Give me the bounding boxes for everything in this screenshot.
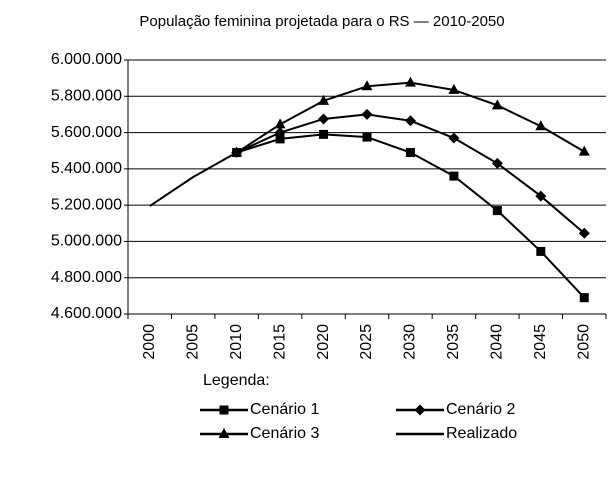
x-tick-label: 2005: [184, 324, 201, 360]
marker: [414, 404, 426, 416]
x-tick-label: 2030: [402, 324, 419, 360]
marker: [275, 134, 285, 144]
x-tick-label: 2040: [489, 324, 506, 360]
x-tick-label: 2045: [532, 324, 549, 360]
marker: [319, 129, 329, 139]
marker: [361, 108, 373, 120]
y-tick-label: 5.000.000: [51, 233, 122, 250]
marker: [578, 227, 590, 239]
x-tick-label: 2035: [445, 324, 462, 360]
marker: [405, 148, 415, 158]
marker: [274, 127, 286, 139]
marker: [491, 99, 503, 110]
legend-label: Realizado: [446, 425, 517, 442]
marker: [579, 293, 589, 303]
marker: [491, 157, 503, 169]
marker: [404, 76, 416, 87]
x-tick-label: 2050: [575, 324, 592, 360]
series-line: [149, 151, 238, 207]
marker: [578, 145, 590, 156]
marker: [404, 115, 416, 127]
x-tick-label: 2000: [141, 324, 158, 360]
chart-title: População feminina projetada para o RS —…: [139, 13, 504, 30]
marker: [362, 132, 372, 142]
marker: [536, 246, 546, 256]
marker: [318, 94, 330, 105]
marker: [448, 83, 460, 94]
marker: [218, 428, 230, 438]
x-tick-label: 2015: [271, 324, 288, 360]
x-tick-label: 2025: [358, 324, 375, 360]
marker: [535, 120, 547, 131]
y-tick-label: 5.800.000: [51, 88, 122, 105]
y-tick-label: 4.600.000: [51, 305, 122, 322]
y-tick-label: 4.800.000: [51, 269, 122, 286]
legend-label: Cenário 1: [250, 401, 319, 418]
x-tick-label: 2020: [315, 324, 332, 360]
y-tick-label: 5.400.000: [51, 160, 122, 177]
legend-title: Legenda:: [203, 372, 270, 389]
series-line: [236, 133, 586, 299]
legend-label: Cenário 2: [446, 401, 515, 418]
marker: [449, 171, 459, 181]
y-tick-label: 5.600.000: [51, 124, 122, 141]
y-tick-label: 6.000.000: [51, 51, 122, 68]
legend-label: Cenário 3: [250, 425, 319, 442]
marker: [492, 206, 502, 216]
marker: [535, 190, 547, 202]
y-tick-label: 5.200.000: [51, 196, 122, 213]
marker: [448, 132, 460, 144]
marker: [318, 113, 330, 125]
marker: [274, 118, 286, 129]
marker: [219, 405, 229, 415]
x-tick-label: 2010: [228, 324, 245, 360]
marker: [361, 80, 373, 91]
